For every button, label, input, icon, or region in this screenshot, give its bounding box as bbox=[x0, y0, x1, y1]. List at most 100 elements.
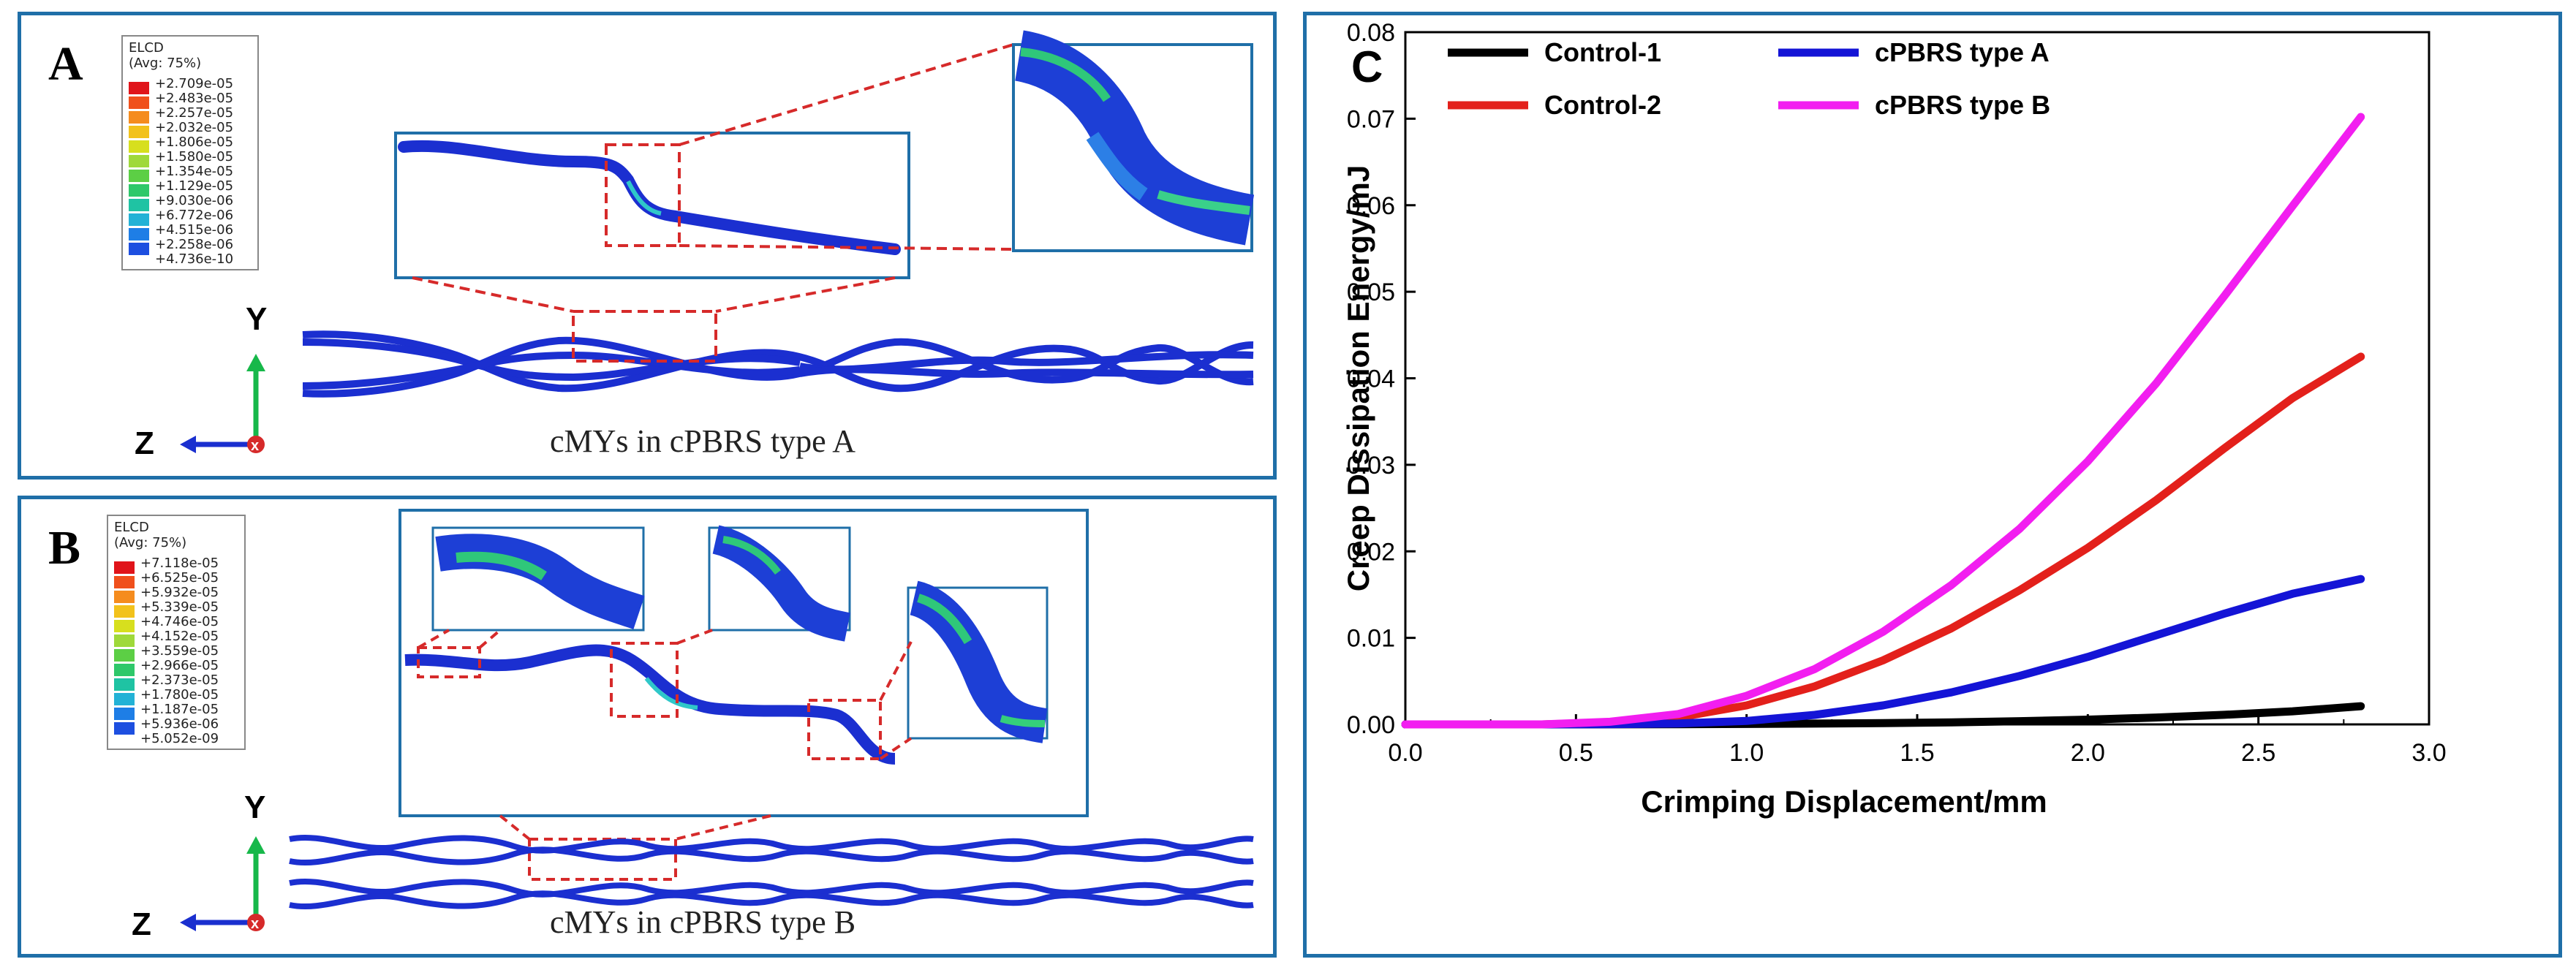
series-line-cpbrs-type-b bbox=[1401, 113, 2365, 729]
series-line-cpbrs-type-a bbox=[1401, 575, 2365, 729]
legend-entry: cPBRS type B bbox=[1875, 90, 2050, 120]
legend-value: +1.187e-05 bbox=[140, 702, 219, 717]
legend-swatch bbox=[129, 126, 149, 138]
panel-a-caption: cMYs in cPBRS type A bbox=[550, 423, 856, 459]
legend-value: +2.709e-05 bbox=[155, 76, 234, 91]
legend-value: +5.339e-05 bbox=[140, 599, 219, 615]
legend-swatch bbox=[114, 693, 135, 705]
y-tick-label: 0.01 bbox=[1347, 625, 1395, 653]
svg-text:x: x bbox=[251, 438, 259, 454]
stent-type-a bbox=[302, 330, 1254, 398]
x-tick-label: 0.0 bbox=[1388, 739, 1422, 767]
legend-value: +1.780e-05 bbox=[140, 687, 219, 702]
legend-value: +9.030e-06 bbox=[155, 193, 234, 208]
legend-value: +2.258e-06 bbox=[155, 237, 234, 252]
legend-entry: Control-1 bbox=[1544, 37, 1661, 67]
y-tick-label: 0.08 bbox=[1347, 19, 1395, 47]
legend-swatch bbox=[114, 678, 135, 691]
legend-swatch bbox=[129, 213, 149, 226]
y-tick-label: 0.00 bbox=[1347, 711, 1395, 739]
panel-a-axis-z: Z bbox=[135, 425, 154, 461]
strut-detail bbox=[404, 644, 896, 765]
y-tick-label: 0.07 bbox=[1347, 105, 1395, 133]
series-line-control-2 bbox=[1401, 352, 2365, 729]
creep-energy-chart: C 0.0 0.5 1.0 1.5 2.0 2.5 3.0 0.00 0.01 0.02 0.03 0.… bbox=[1341, 19, 2447, 819]
legend-value: +3.559e-05 bbox=[140, 643, 219, 659]
legend-swatch bbox=[114, 664, 135, 676]
panel-b-caption: cMYs in cPBRS type B bbox=[550, 904, 856, 940]
zoom-region-stent-a bbox=[572, 310, 717, 363]
legend-avg: (Avg: 75%) bbox=[114, 535, 187, 550]
panel-a-letter: A bbox=[48, 37, 83, 91]
legend-value: +2.257e-05 bbox=[155, 105, 234, 121]
panel-b-graphics: x bbox=[180, 509, 1254, 932]
legend-value: +4.746e-05 bbox=[140, 614, 219, 629]
legend-swatch bbox=[129, 111, 149, 124]
legend-swatch bbox=[114, 620, 135, 632]
legend-value: +5.052e-09 bbox=[140, 731, 219, 746]
panel-b-color-legend: ELCD (Avg: 75%) +7.118e-05 +6.525e-05 +5.9… bbox=[107, 515, 246, 750]
x-tick-label: 0.5 bbox=[1559, 739, 1593, 767]
y-axis-label: Creep Dissipation Energy/mJ bbox=[1341, 165, 1375, 592]
y-tick-label: 0.03 bbox=[1347, 452, 1395, 480]
y-tick-label: 0.06 bbox=[1347, 192, 1395, 220]
legend-value: +2.032e-05 bbox=[155, 120, 234, 135]
legend-value: +5.936e-06 bbox=[140, 716, 219, 732]
y-tick-label: 0.02 bbox=[1347, 538, 1395, 566]
legend-swatch bbox=[114, 722, 135, 735]
legend-value: +6.772e-06 bbox=[155, 208, 234, 223]
panel-c-letter: C bbox=[1351, 42, 1383, 91]
panel-b-axis-z: Z bbox=[132, 906, 151, 942]
y-tick-label: 0.05 bbox=[1347, 279, 1395, 306]
x-tick-label: 1.0 bbox=[1729, 739, 1764, 767]
legend-title: ELCD bbox=[114, 520, 149, 535]
panel-a-axis-y: Y bbox=[246, 301, 268, 337]
legend-value: +2.373e-05 bbox=[140, 672, 219, 688]
legend-value: +2.966e-05 bbox=[140, 658, 219, 673]
svg-text:x: x bbox=[251, 916, 259, 932]
legend-swatch bbox=[114, 708, 135, 720]
legend-swatch bbox=[114, 591, 135, 603]
legend-value: +1.580e-05 bbox=[155, 149, 234, 164]
legend-value: +1.129e-05 bbox=[155, 178, 234, 194]
legend-value: +1.806e-05 bbox=[155, 134, 234, 150]
legend-value: +5.932e-05 bbox=[140, 585, 219, 600]
legend-swatch bbox=[114, 561, 135, 574]
legend-value: +6.525e-05 bbox=[140, 570, 219, 586]
legend-title: ELCD bbox=[129, 40, 164, 56]
legend-value: +2.483e-05 bbox=[155, 91, 234, 106]
legend-swatch bbox=[129, 155, 149, 167]
y-tick-label: 0.04 bbox=[1347, 365, 1395, 393]
legend-value: +4.152e-05 bbox=[140, 629, 219, 644]
legend-entry: Control-2 bbox=[1544, 90, 1661, 120]
zoom-region-a bbox=[605, 143, 681, 247]
legend-value: +4.515e-06 bbox=[155, 222, 234, 238]
panel-b-letter: B bbox=[48, 521, 81, 575]
legend-swatch bbox=[114, 634, 135, 647]
legend-avg: (Avg: 75%) bbox=[129, 56, 202, 71]
panel-b-axis-y: Y bbox=[244, 789, 266, 825]
panel-c bbox=[1303, 12, 2562, 958]
legend-swatch bbox=[129, 82, 149, 94]
x-tick-label: 1.5 bbox=[1900, 739, 1934, 767]
strut-detail-highlight bbox=[626, 180, 662, 216]
x-tick-label: 3.0 bbox=[2411, 739, 2446, 767]
legend-value: +4.736e-10 bbox=[155, 251, 234, 267]
x-axis-label: Crimping Displacement/mm bbox=[1641, 784, 2047, 819]
legend-swatch bbox=[129, 170, 149, 182]
legend-value: +1.354e-05 bbox=[155, 164, 234, 179]
legend-swatch bbox=[114, 576, 135, 588]
legend-value: +7.118e-05 bbox=[140, 556, 219, 571]
legend-swatch bbox=[129, 228, 149, 240]
x-tick-label: 2.0 bbox=[2071, 739, 2105, 767]
panel-a-color-legend: ELCD (Avg: 75%) +2.709e-05 +2.483e-05 +2.2… bbox=[121, 35, 259, 270]
legend-swatch bbox=[114, 649, 135, 662]
legend-swatch bbox=[129, 184, 149, 197]
strut-detail bbox=[398, 140, 901, 255]
legend-swatch bbox=[129, 243, 149, 255]
x-tick-label: 2.5 bbox=[2241, 739, 2275, 767]
legend-swatch bbox=[114, 605, 135, 618]
legend-swatch bbox=[129, 140, 149, 153]
stent-type-b bbox=[289, 834, 1254, 910]
legend-swatch bbox=[129, 96, 149, 109]
